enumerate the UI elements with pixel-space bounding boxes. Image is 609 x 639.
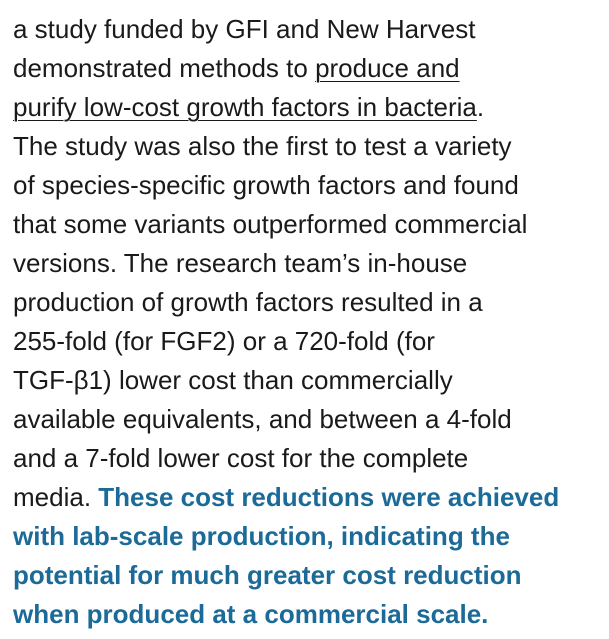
text: . — [476, 92, 485, 122]
link[interactable]: produce and — [315, 53, 460, 83]
text-line: potential for much greater cost reductio… — [13, 556, 559, 595]
text: TGF-β1) lower cost than commercially — [13, 365, 453, 395]
text-line: available equivalents, and between a 4-f… — [13, 400, 559, 439]
text-line: with lab-scale production, indicating th… — [13, 517, 559, 556]
text-line: production of growth factors resulted in… — [13, 283, 559, 322]
link[interactable]: purify low-cost growth factors in bacter… — [13, 92, 477, 122]
text: The study was also the first to test a v… — [13, 131, 512, 161]
paragraph: a study funded by GFI and New Harvest dem… — [13, 10, 559, 634]
text-line: TGF-β1) lower cost than commercially — [13, 361, 559, 400]
text: and a 7-fold lower cost for the complete — [13, 443, 469, 473]
emphasis-text: potential for much greater cost reductio… — [13, 560, 522, 590]
text-line: a study funded by GFI and New Harvest — [13, 10, 559, 49]
text-line: purify low-cost growth factors in bacter… — [13, 88, 559, 127]
text-line: media. These cost reductions were achiev… — [13, 478, 559, 517]
emphasis-text: with lab-scale production, indicating th… — [13, 521, 510, 551]
text-line: demonstrated methods to produce and — [13, 49, 559, 88]
text-line: The study was also the first to test a v… — [13, 127, 559, 166]
text-line: of species-specific growth factors and f… — [13, 166, 559, 205]
text: a study funded by GFI and New Harvest — [13, 14, 476, 44]
text: 255-fold (for FGF2) or a 720-fold (for — [13, 326, 435, 356]
text-line: when produced at a commercial scale. — [13, 595, 559, 634]
text: media. — [13, 482, 99, 512]
text: production of growth factors resulted in… — [13, 287, 483, 317]
text-line: and a 7-fold lower cost for the complete — [13, 439, 559, 478]
text: available equivalents, and between a 4-f… — [13, 404, 512, 434]
emphasis-text: These cost reductions were achieved — [98, 482, 560, 512]
text-line: 255-fold (for FGF2) or a 720-fold (for — [13, 322, 559, 361]
text: that some variants outperformed commerci… — [13, 209, 528, 239]
text-line: versions. The research team’s in-house — [13, 244, 559, 283]
emphasis-text: when produced at a commercial scale. — [13, 599, 489, 629]
text-line: that some variants outperformed commerci… — [13, 205, 559, 244]
text: versions. The research team’s in-house — [13, 248, 468, 278]
text: of species-specific growth factors and f… — [13, 170, 519, 200]
text: demonstrated methods to — [13, 53, 316, 83]
